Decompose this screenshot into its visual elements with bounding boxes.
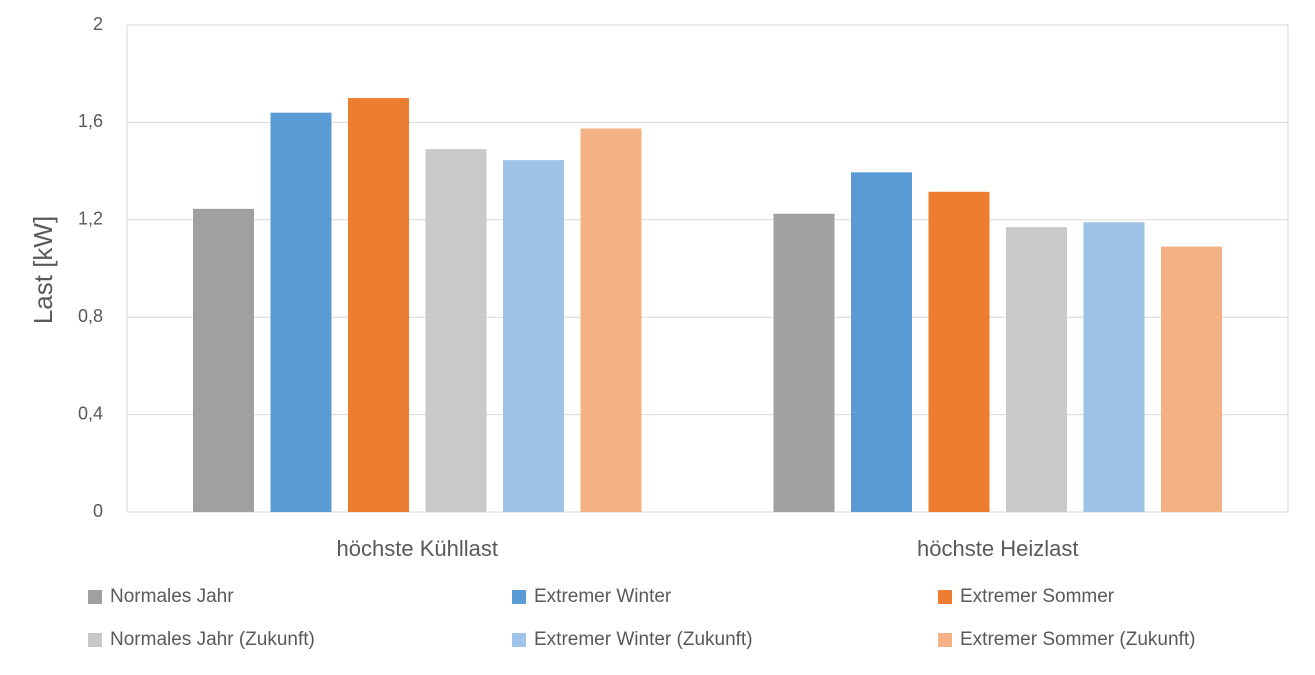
x-tick-label: höchste Kühllast xyxy=(337,536,498,561)
bar xyxy=(1006,227,1067,513)
bar xyxy=(425,149,487,512)
y-tick-label: 0,8 xyxy=(78,306,103,326)
bar xyxy=(503,160,564,512)
x-tick-label: höchste Heizlast xyxy=(917,536,1078,561)
legend-swatch xyxy=(512,590,526,604)
bar xyxy=(1083,222,1145,513)
legend-swatch xyxy=(88,633,102,647)
bar xyxy=(580,128,642,513)
legend-swatch xyxy=(938,590,952,604)
legend-swatch xyxy=(88,590,102,604)
bar xyxy=(193,208,254,512)
y-tick-label: 1,2 xyxy=(78,209,103,229)
bar xyxy=(773,213,835,512)
legend-label: Normales Jahr xyxy=(110,586,234,607)
y-axis-label: Last [kW] xyxy=(28,216,58,324)
legend-label: Extremer Sommer (Zukunft) xyxy=(960,629,1195,650)
y-tick-label: 0,4 xyxy=(78,403,103,423)
legend-swatch xyxy=(512,633,526,647)
y-tick-label: 1,6 xyxy=(78,111,103,131)
legend-label: Extremer Sommer xyxy=(960,586,1115,607)
bar xyxy=(348,98,409,513)
legend-swatch xyxy=(938,633,952,647)
bar xyxy=(928,191,990,513)
legend-label: Normales Jahr (Zukunft) xyxy=(110,629,315,650)
legend-label: Extremer Winter xyxy=(534,586,672,607)
bar xyxy=(851,172,912,512)
bar xyxy=(270,112,332,512)
y-tick-label: 2 xyxy=(93,14,103,34)
bar xyxy=(1161,246,1222,512)
legend-label: Extremer Winter (Zukunft) xyxy=(534,629,753,650)
y-tick-label: 0 xyxy=(93,501,103,521)
